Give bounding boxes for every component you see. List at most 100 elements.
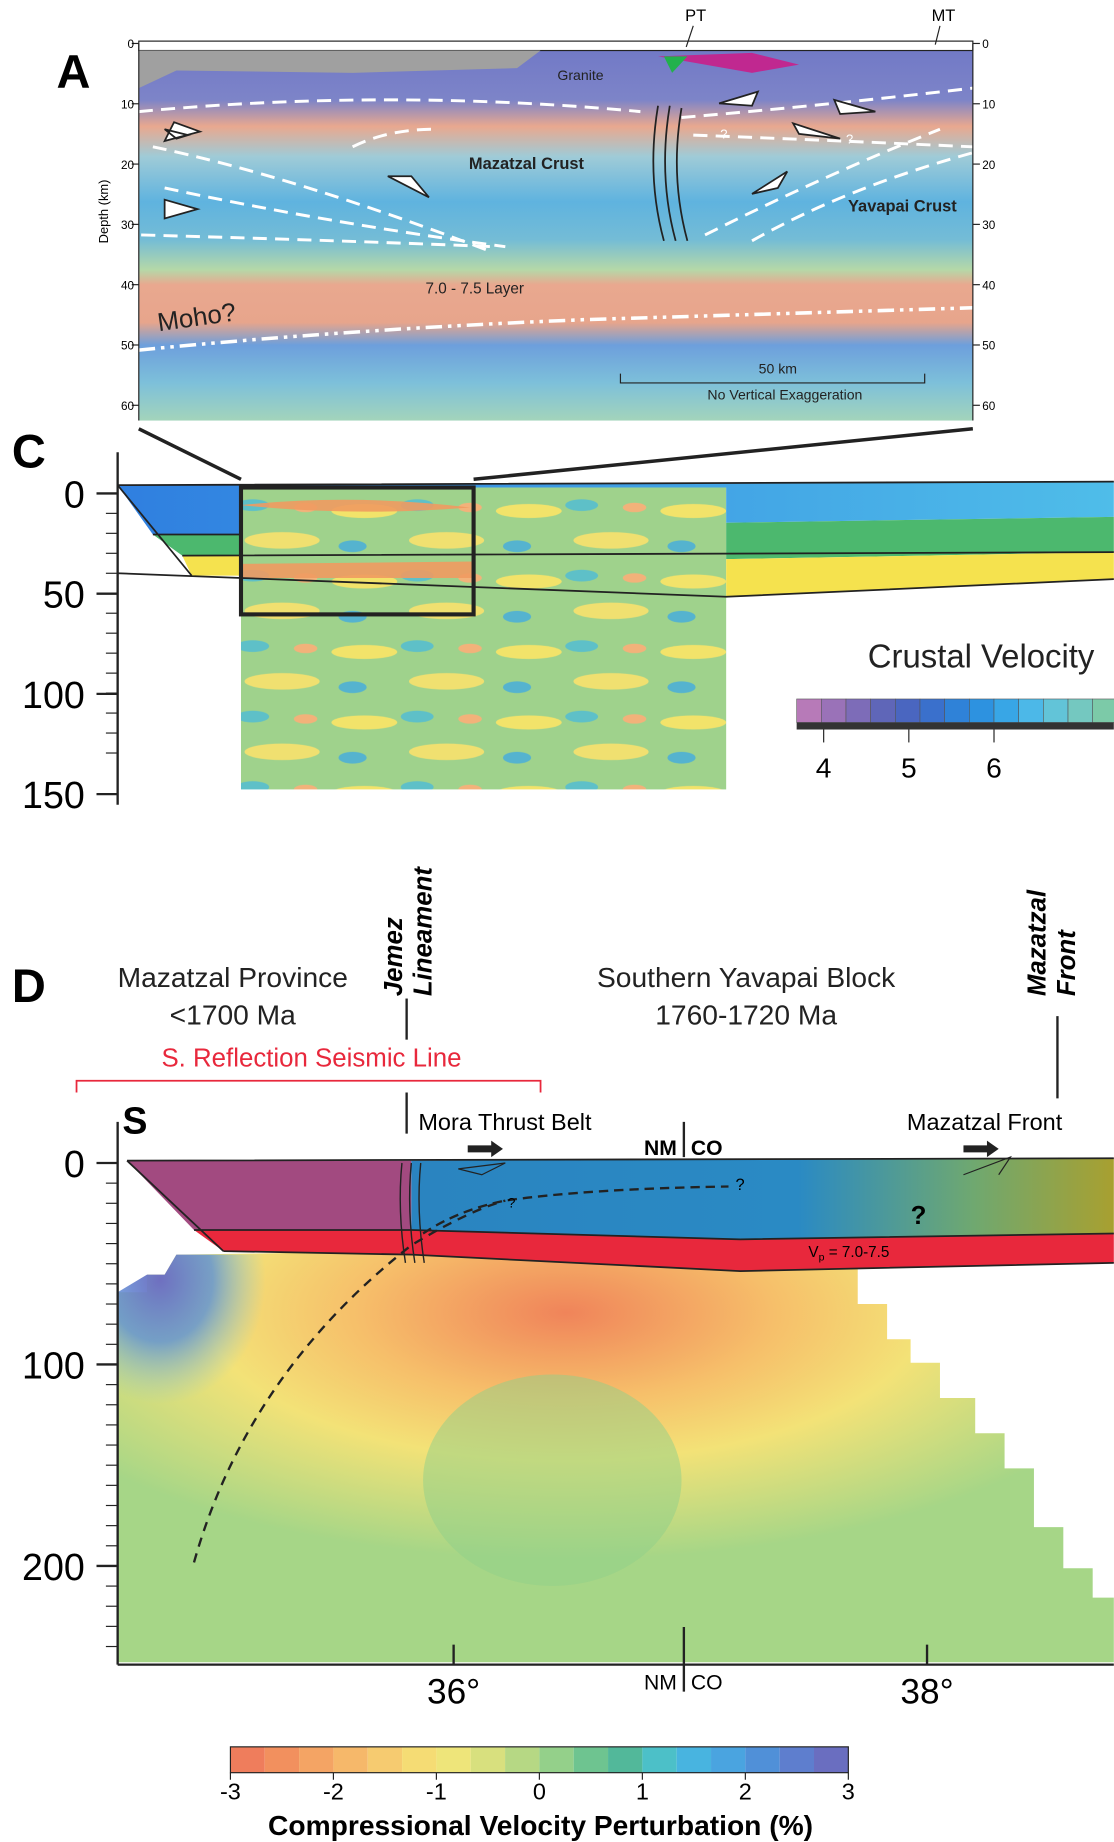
colorbar-swatch — [539, 1746, 574, 1773]
colorbar-tick-label: 2 — [739, 1779, 752, 1805]
colorbar-swatch — [676, 1746, 712, 1773]
x-tick-label: 36° — [427, 1672, 480, 1711]
y-tick-label: 100 — [22, 1345, 85, 1387]
shear-zone — [652, 105, 689, 242]
velocity-anomaly — [423, 1374, 682, 1586]
panel-label: D — [12, 959, 46, 1012]
mazatzal-crust — [127, 1160, 412, 1248]
jemez-zone — [399, 1162, 425, 1263]
axis-title: Depth (km) — [96, 180, 111, 244]
layer-boundaries — [126, 1157, 1114, 1272]
velocity-anomaly — [240, 499, 474, 578]
y-tick-label: 0 — [128, 38, 135, 51]
state-label: NM — [644, 1671, 677, 1694]
question-mark: ? — [846, 131, 853, 146]
leader — [934, 25, 941, 45]
colorbar-title: Compressional Velocity Perturbation (%) — [268, 1809, 813, 1841]
colorbar-swatch — [993, 698, 1019, 723]
colorbar-swatch — [779, 1746, 815, 1773]
colorbar-swatch — [944, 698, 970, 723]
colorbar-swatch — [402, 1746, 437, 1773]
tomography-image — [240, 487, 727, 790]
thrust-unit — [658, 52, 799, 73]
province-label: Mazatzal Province — [118, 961, 348, 993]
y-tick-label: 20 — [121, 159, 135, 172]
colorbar-tick-label: -1 — [426, 1779, 447, 1805]
thrust-trace — [458, 1155, 1012, 1176]
y-tick-label: 40 — [121, 279, 135, 292]
colorbar-swatch — [919, 698, 945, 723]
colorbar-swatch — [796, 698, 822, 723]
colorbar-tick-label: 5 — [901, 752, 917, 784]
y-tick-label: 150 — [22, 774, 85, 816]
unit-label: 7.0 - 7.5 Layer — [426, 281, 524, 298]
colorbar-swatch — [814, 1746, 849, 1773]
x-tick-label: 38° — [900, 1672, 953, 1711]
y-tick-label: 0 — [64, 1143, 85, 1185]
colorbar-swatch — [505, 1746, 540, 1773]
colorbar-swatch — [1092, 698, 1114, 723]
unit-label: Granite — [557, 67, 603, 83]
y-tick-label: 50 — [121, 340, 135, 353]
gray-cover — [138, 50, 541, 89]
question-mark: ? — [720, 127, 727, 142]
colorbar-swatch — [470, 1746, 506, 1773]
low-velocity-zone — [117, 1254, 330, 1504]
seismic-line-label: S. Reflection Seismic Line — [161, 1045, 461, 1073]
thrust-unit — [663, 56, 688, 73]
panel-d: D Mazatzal Province <1700 Ma Southern Ya… — [12, 866, 1114, 1841]
surface-strip — [138, 40, 974, 52]
scale-bar — [619, 373, 926, 384]
vp-sub: p — [819, 1252, 825, 1264]
colorbar-swatch — [745, 1746, 780, 1773]
y-tick-label: 100 — [22, 674, 85, 716]
arrows — [162, 90, 876, 220]
colorbar-swatch — [367, 1746, 403, 1773]
y-tick-label: 10 — [121, 98, 135, 111]
colorbar-swatch — [969, 698, 995, 723]
colorbar-tick-label: 6 — [986, 752, 1002, 784]
vp-rest: = 7.0-7.5 — [824, 1244, 889, 1261]
top-label: MT — [932, 7, 956, 25]
colorbar-swatch — [1067, 698, 1093, 723]
panel-c: C 0 50 100 150 Crustal Velocity 4 5 6 — [12, 425, 1114, 816]
scale-note: No Vertical Exaggeration — [707, 386, 862, 402]
middle-crust — [152, 516, 1114, 560]
colorbar-swatch — [436, 1746, 471, 1773]
colorbar-swatch — [333, 1746, 368, 1773]
question-mark: ? — [508, 1195, 516, 1211]
colorbar-swatch — [845, 698, 871, 723]
panel-label: A — [57, 45, 91, 98]
upper-crust — [117, 481, 1114, 535]
zoom-connector — [138, 427, 242, 481]
motion-arrows — [467, 1140, 999, 1158]
colorbar-swatch — [299, 1746, 334, 1773]
y-tick-label: 20 — [982, 159, 996, 172]
colorbar-swatch — [264, 1746, 300, 1773]
colorbar-tick-label: 4 — [816, 752, 832, 784]
layer-boundaries — [116, 480, 1114, 598]
velocity-image — [138, 43, 973, 421]
y-tick-label: 50 — [43, 574, 85, 616]
colorbar-swatch — [642, 1746, 677, 1773]
high-velocity-layer — [194, 1229, 1114, 1272]
section-end: S — [122, 1100, 147, 1142]
top-label: PT — [685, 7, 706, 25]
y-tick-label: 50 — [982, 340, 996, 353]
vp-main: V — [808, 1244, 819, 1261]
colorbar-title: Crustal Velocity — [868, 637, 1095, 674]
colorbar-swatch — [1043, 698, 1069, 723]
leader — [685, 25, 694, 48]
colorbar-swatch — [608, 1746, 643, 1773]
fault-trace — [422, 1185, 729, 1235]
scale-label: 50 km — [759, 361, 797, 377]
province-label: Southern Yavapai Block — [597, 961, 896, 993]
front-label: Front — [1053, 929, 1081, 996]
y-tick-label: 0 — [64, 473, 85, 515]
feature-label: Mazatzal Front — [907, 1109, 1063, 1135]
colorbar-swatch — [870, 698, 896, 723]
y-tick-label: 30 — [982, 219, 996, 232]
state-label: CO — [691, 1671, 723, 1694]
seismic-line-bracket — [75, 1079, 542, 1093]
